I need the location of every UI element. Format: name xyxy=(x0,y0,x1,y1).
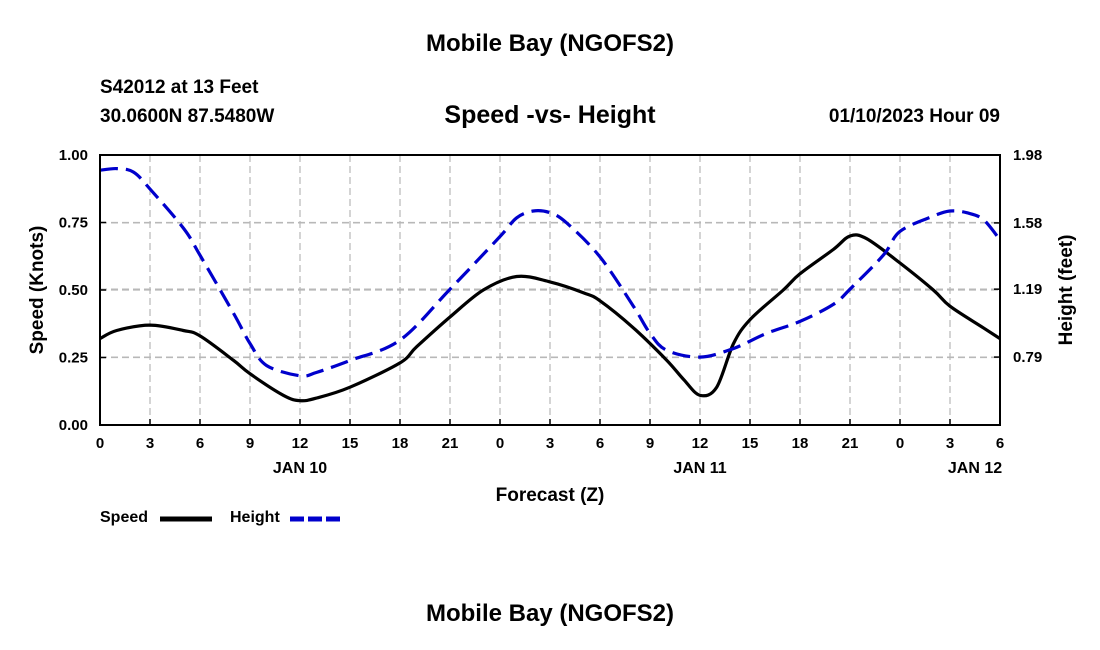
day-label: JAN 11 xyxy=(673,460,726,477)
station-label: S42012 at 13 Feet xyxy=(100,77,259,98)
series-line-speed xyxy=(99,233,1001,403)
x-tick-label: 12 xyxy=(292,435,309,452)
day-label: JAN 10 xyxy=(273,460,327,477)
y-tick-label-right: 1.58 xyxy=(1013,215,1042,232)
x-tick-label: 21 xyxy=(442,435,459,452)
x-tick-label: 3 xyxy=(146,435,154,452)
x-tick-label: 3 xyxy=(946,435,954,452)
forecast-datetime: 01/10/2023 Hour 09 xyxy=(828,106,1000,127)
chart-title: Mobile Bay (NGOFS2) xyxy=(425,30,675,57)
y-tick-label-right: 1.98 xyxy=(1013,147,1042,164)
x-axis-title: Forecast (Z) xyxy=(496,485,605,506)
y-axis-title-right: Height (feet) xyxy=(1056,235,1077,346)
series-layer xyxy=(99,166,1002,403)
x-tick-label: 9 xyxy=(646,435,654,452)
x-tick-label: 0 xyxy=(96,435,104,452)
x-tick-label: 15 xyxy=(342,435,359,452)
series-line-height xyxy=(99,166,1002,378)
axes: 0 3 6 9 12 15 18 21 0 3 6 9 12 15 18 21 0 3 6 JAN 10 JAN 11 J… xyxy=(27,147,1077,506)
x-tick-label: 6 xyxy=(596,435,604,452)
y-tick-label-left: 0.00 xyxy=(59,417,88,434)
y-tick-label-left: 0.75 xyxy=(59,215,88,232)
x-tick-label: 12 xyxy=(692,435,709,452)
legend-label-height: Height xyxy=(230,509,280,526)
x-tick-label: 0 xyxy=(496,435,504,452)
chart-title-repeat: Mobile Bay (NGOFS2) xyxy=(425,600,675,627)
chart-subtitle: Speed -vs- Height xyxy=(444,101,656,129)
x-tick-label: 21 xyxy=(842,435,859,452)
legend-label-speed: Speed xyxy=(100,509,149,526)
x-tick-label: 18 xyxy=(792,435,809,452)
y-tick-label-right: 0.79 xyxy=(1013,349,1042,366)
x-tick-label: 0 xyxy=(896,435,904,452)
y-tick-label-left: 1.00 xyxy=(59,147,88,164)
y-tick-label-left: 0.50 xyxy=(59,282,88,299)
grid xyxy=(99,154,1001,426)
x-tick-label: 6 xyxy=(196,435,204,452)
day-label: JAN 12 xyxy=(948,460,1002,477)
y-tick-label-right: 1.19 xyxy=(1013,281,1042,298)
x-tick-label: 18 xyxy=(392,435,409,452)
x-tick-label: 9 xyxy=(246,435,254,452)
coordinates-label: 30.0600N 87.5480W xyxy=(100,106,275,127)
x-tick-label: 6 xyxy=(996,435,1004,452)
x-tick-label: 3 xyxy=(546,435,554,452)
y-tick-label-left: 0.25 xyxy=(59,350,88,367)
x-tick-label: 15 xyxy=(742,435,759,452)
y-axis-title-left: Speed (Knots) xyxy=(27,226,48,355)
